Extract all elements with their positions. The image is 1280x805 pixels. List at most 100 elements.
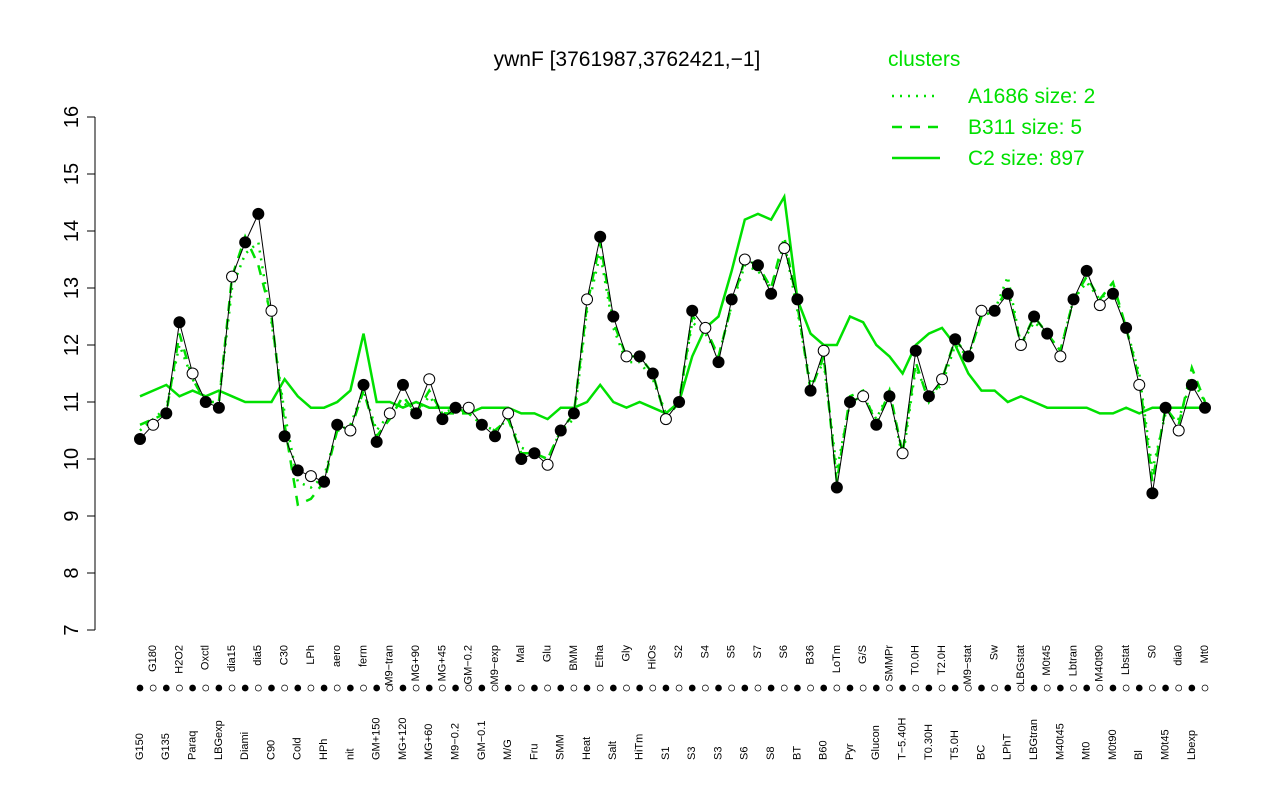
rug-point bbox=[938, 684, 946, 692]
x-tick-label: Cold bbox=[292, 737, 304, 760]
rug-point bbox=[899, 684, 906, 692]
rug-point bbox=[702, 684, 709, 692]
data-point bbox=[949, 333, 962, 346]
x-tick-label: LBGtran bbox=[1028, 719, 1040, 760]
rug-point bbox=[531, 684, 538, 692]
data-point bbox=[751, 259, 764, 272]
x-tick-label: BC bbox=[975, 745, 987, 760]
data-point bbox=[199, 396, 212, 408]
x-tick-label: HPh bbox=[318, 739, 330, 760]
x-tick-label: SMM bbox=[555, 734, 567, 760]
x-tick-label: S5 bbox=[726, 645, 738, 658]
x-tick-label: C30 bbox=[279, 645, 291, 665]
x-tick-label: ferm bbox=[357, 645, 369, 667]
y-tick-label: 9 bbox=[61, 510, 83, 521]
x-tick-label: GM+150 bbox=[371, 718, 383, 761]
data-point bbox=[765, 287, 778, 300]
data-point bbox=[475, 418, 488, 431]
rug-point bbox=[294, 684, 302, 692]
data-point bbox=[699, 321, 712, 334]
data-point bbox=[1159, 401, 1172, 414]
data-point bbox=[173, 316, 186, 329]
rug-point bbox=[439, 684, 446, 692]
y-tick-label: 10 bbox=[61, 448, 83, 470]
data-point bbox=[1172, 424, 1185, 437]
x-tick-label: MG+120 bbox=[397, 718, 409, 761]
rug-point bbox=[964, 684, 972, 692]
rug-point bbox=[662, 684, 670, 692]
data-point bbox=[686, 304, 699, 317]
x-tick-label: LBGexp bbox=[213, 720, 225, 760]
data-point bbox=[396, 378, 409, 391]
data-point bbox=[541, 458, 554, 471]
y-tick-label: 14 bbox=[61, 220, 83, 242]
rug-point bbox=[504, 684, 512, 692]
data-point bbox=[896, 447, 909, 460]
data-point bbox=[423, 373, 436, 386]
x-tick-label: S0 bbox=[1146, 645, 1158, 658]
data-point bbox=[922, 390, 935, 403]
x-tick-label: S4 bbox=[699, 645, 711, 658]
legend-label: A1686 size: 2 bbox=[968, 85, 1095, 108]
data-point bbox=[1146, 487, 1159, 500]
rug-point bbox=[991, 684, 998, 692]
rug-point bbox=[794, 684, 801, 692]
rug-point bbox=[1017, 684, 1025, 692]
rug-point bbox=[478, 684, 486, 692]
rug-point bbox=[886, 684, 893, 692]
x-tick-label: S3 bbox=[712, 747, 724, 760]
x-tick-label: Heat bbox=[581, 737, 593, 760]
rug-point bbox=[1057, 684, 1064, 692]
rug-point bbox=[1175, 684, 1183, 692]
rug-point bbox=[399, 684, 407, 692]
rug-point bbox=[373, 684, 381, 692]
rug-point bbox=[859, 684, 867, 692]
x-tick-label: G150 bbox=[134, 733, 146, 760]
y-tick-label: 16 bbox=[61, 106, 83, 128]
cluster-line bbox=[139, 192, 1205, 421]
x-tick-label: Mal bbox=[515, 645, 527, 663]
data-point bbox=[370, 435, 383, 448]
x-tick-label: Lbstat bbox=[1120, 645, 1132, 675]
data-point bbox=[436, 413, 449, 426]
data-point bbox=[489, 430, 501, 443]
rug-point bbox=[162, 684, 170, 692]
rug-point bbox=[833, 684, 841, 692]
x-tick-label: LBGstat bbox=[1015, 645, 1027, 685]
x-tick-label: B60 bbox=[818, 740, 830, 760]
x-tick-label: S8 bbox=[765, 747, 777, 760]
rug-point bbox=[925, 684, 933, 692]
data-point bbox=[778, 242, 791, 255]
x-tick-label: M40t90 bbox=[1094, 645, 1106, 682]
legend-label: C2 size: 897 bbox=[968, 147, 1085, 170]
data-point bbox=[1080, 264, 1093, 277]
rug-point bbox=[1201, 684, 1209, 692]
rug-point bbox=[609, 684, 617, 692]
data-point bbox=[857, 390, 870, 403]
rug-point bbox=[320, 684, 328, 692]
data-point bbox=[1014, 339, 1027, 351]
y-tick-label: 8 bbox=[61, 567, 83, 578]
data-point bbox=[870, 418, 883, 431]
rug-point bbox=[807, 684, 814, 692]
data-point bbox=[147, 418, 160, 431]
x-tick-label: S3 bbox=[686, 747, 698, 760]
rug-point bbox=[951, 684, 959, 692]
data-point bbox=[239, 236, 252, 249]
x-tick-label: M0t45 bbox=[1159, 729, 1171, 760]
x-tick-label: LPh bbox=[305, 645, 317, 665]
rug-point bbox=[544, 684, 551, 692]
rug-point bbox=[1083, 684, 1091, 692]
x-tick-label: T−5.40H bbox=[896, 717, 908, 760]
rug-point bbox=[767, 684, 775, 692]
rug-point bbox=[1004, 684, 1012, 692]
data-point bbox=[988, 304, 1001, 317]
rug-point bbox=[649, 684, 657, 692]
x-tick-label: Glucon bbox=[870, 725, 882, 760]
data-point bbox=[462, 401, 475, 414]
cluster-line bbox=[139, 233, 1207, 507]
y-tick-label: 13 bbox=[61, 277, 83, 299]
rug-point bbox=[912, 684, 920, 692]
data-point bbox=[212, 401, 225, 414]
rug-point bbox=[281, 684, 288, 692]
